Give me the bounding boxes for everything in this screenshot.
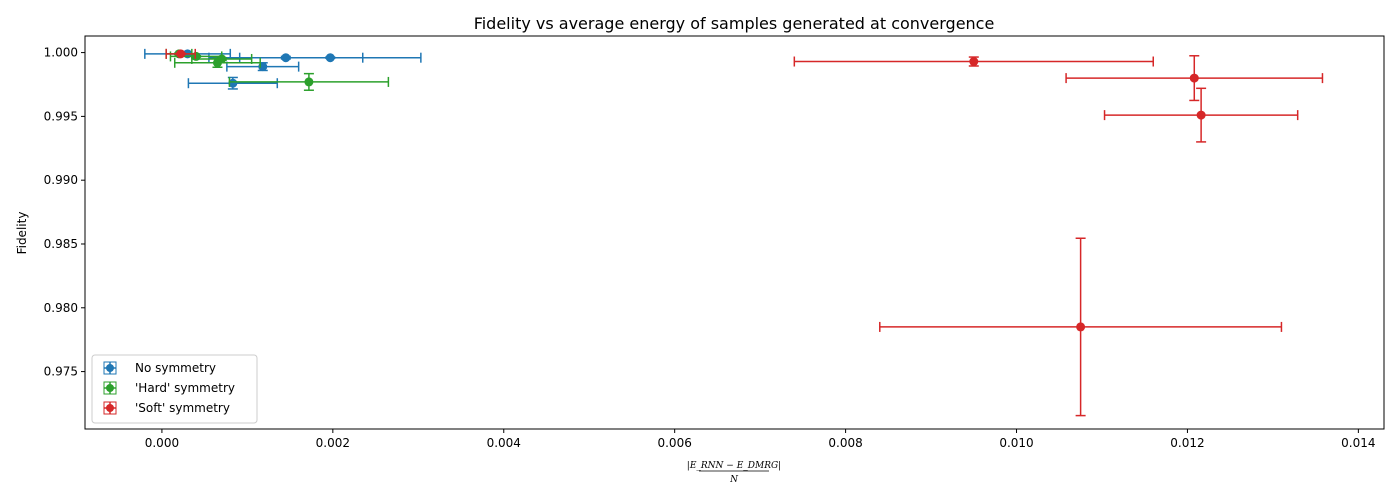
legend-label: 'Soft' symmetry <box>135 401 230 415</box>
x-axis: 0.000 0.002 0.004 0.006 0.008 0.010 0.012 0.014 <box>145 429 1376 450</box>
x-axis-label-numerator: |E_RNN − E_DMRG| <box>687 461 781 471</box>
series-group <box>144 48 422 90</box>
data-point <box>325 53 335 63</box>
x-tick-label: 0.010 <box>999 436 1033 450</box>
data-point <box>217 54 227 64</box>
x-tick-label: 0.002 <box>316 436 350 450</box>
legend-label: No symmetry <box>135 361 216 375</box>
x-tick-label: 0.000 <box>145 436 179 450</box>
plot-area <box>144 48 1324 417</box>
plot-frame <box>84 35 1385 430</box>
x-tick-label: 0.008 <box>828 436 862 450</box>
y-axis-label: Fidelity <box>15 212 29 255</box>
legend-swatch-marker <box>106 404 114 412</box>
y-tick-label: 1.000 <box>44 46 78 60</box>
y-tick-label: 0.980 <box>44 301 78 315</box>
legend-box <box>91 354 258 424</box>
data-point <box>304 77 314 87</box>
data-point <box>1189 73 1199 83</box>
data-point <box>1196 110 1206 120</box>
y-tick-label: 0.990 <box>44 173 78 187</box>
data-point <box>228 78 238 88</box>
legend-swatch-marker <box>106 364 114 372</box>
x-tick-label: 0.006 <box>657 436 691 450</box>
data-point <box>969 57 979 67</box>
x-axis-label-denominator: N <box>729 475 739 485</box>
x-tick-label: 0.012 <box>1170 436 1204 450</box>
series-group <box>165 48 1324 417</box>
x-tick-label: 0.004 <box>487 436 521 450</box>
legend: No symmetry 'Hard' symmetry 'Soft' symmetr… <box>91 354 258 424</box>
x-tick-label: 0.014 <box>1341 436 1375 450</box>
data-point <box>1076 322 1086 332</box>
y-axis: 0.975 0.980 0.985 0.990 0.995 1.000 <box>44 46 85 379</box>
data-point <box>176 49 186 59</box>
y-tick-label: 0.985 <box>44 237 78 251</box>
chart-title: Fidelity vs average energy of samples ge… <box>474 14 995 33</box>
legend-label: 'Hard' symmetry <box>135 381 235 395</box>
y-tick-label: 0.995 <box>44 109 78 123</box>
y-tick-label: 0.975 <box>44 365 78 379</box>
legend-swatch-marker <box>106 384 114 392</box>
